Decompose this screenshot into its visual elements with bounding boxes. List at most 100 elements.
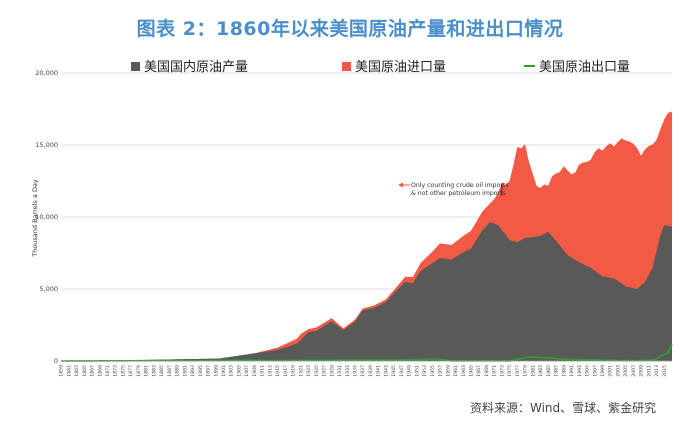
x-tick-label: 1921 [298,365,304,377]
x-tick-label: 1975 [507,365,513,377]
x-tick-label: 1875 [120,365,126,377]
x-tick-label: 1881 [144,365,150,377]
x-tick-label: 1915 [275,365,281,377]
x-tick-label: 1989 [561,365,567,377]
x-tick-label: 1971 [492,365,498,377]
x-tick-label: 1865 [82,365,88,377]
y-tick-label: 15,000 [35,141,58,149]
x-tick-label: 1923 [306,365,312,377]
x-tick-label: 1931 [337,365,343,377]
x-tick-label: 1959 [445,365,451,377]
x-tick-label: 1995 [585,365,591,377]
x-tick-label: 1947 [399,365,405,377]
y-tick-label: 10,000 [35,213,58,221]
x-tick-label: 2003 [615,365,621,377]
x-tick-label: 1877 [128,365,134,377]
x-tick-label: 1901 [221,365,227,377]
x-tick-label: 1939 [368,365,374,377]
x-tick-label: 1911 [260,365,266,377]
x-tick-label: 1919 [291,365,297,377]
annotation-line1: Only counting crude oil imports [411,182,509,189]
annotation-line2: & not other petroleum imports [411,190,506,197]
x-tick-label: 1907 [244,365,250,377]
x-tick-label: 1893 [190,365,196,377]
x-tick-label: 1867 [90,365,96,377]
x-tick-label: 1869 [97,365,103,377]
x-tick-label: 1885 [159,365,165,377]
x-tick-label: 1963 [461,365,467,377]
x-tick-label: 1927 [322,365,328,377]
x-tick-label: 1861 [66,365,72,377]
x-tick-label: 1879 [136,365,142,377]
x-tick-label: 1961 [453,365,459,377]
x-tick-label: 2009 [639,365,645,377]
x-tick-label: 1979 [523,365,529,377]
x-tick-label: 1983 [538,365,544,377]
x-tick-label: 1999 [600,365,606,377]
source-note: 资料来源：Wind、雪球、紫金研究 [470,400,656,415]
x-tick-label: 1957 [438,365,444,377]
x-tick-label: 2013 [654,365,660,377]
x-tick-label: 1969 [484,365,490,377]
x-tick-labels: 1859 1861 1863 1865 1867 1869 1871 1873 1875 1877… [59,365,668,377]
x-tick-label: 1973 [499,365,505,377]
x-tick-label: 1951 [414,365,420,377]
x-tick-label: 1993 [577,365,583,377]
x-tick-label: 1889 [175,365,181,377]
x-tick-label: 1941 [376,365,382,377]
y-tick-labels: 0 5,000 10,000 15,000 20,000 [35,69,58,365]
x-tick-label: 2015 [662,365,668,377]
x-tick-label: 1913 [267,365,273,377]
x-tick-label: 1897 [206,365,212,377]
y-tick-label: 20,000 [35,69,58,77]
annotation: Only counting crude oil imports & not ot… [398,182,509,197]
x-tick-label: 1991 [569,365,575,377]
x-tick-label: 1859 [59,365,65,377]
x-tick-label: 1891 [182,365,188,377]
x-tick-label: 2001 [608,365,614,377]
x-tick-label: 1903 [229,365,235,377]
x-tick-label: 1929 [329,365,335,377]
x-tick-label: 1883 [151,365,157,377]
x-tick-label: 1925 [314,365,320,377]
y-tick-label: 5,000 [39,285,58,293]
x-tick-label: 1997 [592,365,598,377]
legend-label-production: 美国国内原油产量 [144,59,248,75]
x-tick-label: 1863 [74,365,80,377]
y-tick-label: 0 [54,357,58,365]
legend-label-exports: 美国原油出口量 [539,60,630,75]
x-tick-label: 1965 [469,365,475,377]
x-tick-label: 1917 [283,365,289,377]
legend: 美国国内原油产量 美国原油进口量 美国原油出口量 [131,59,630,75]
legend-swatch-imports [342,62,351,71]
x-tick-label: 1955 [430,365,436,377]
x-tick-label: 1967 [476,365,482,377]
x-tick-label: 1949 [407,365,413,377]
annotation-arrow-head [398,182,403,188]
x-tick-label: 1945 [391,365,397,377]
x-tick-label: 1899 [213,365,219,377]
series-area-production [61,222,672,361]
x-tick-label: 1933 [345,365,351,377]
legend-label-imports: 美国原油进口量 [355,60,446,75]
series-areas [61,111,673,362]
x-tick-label: 1887 [167,365,173,377]
x-tick-label: 1905 [236,365,242,377]
x-tick-label: 2005 [623,365,629,377]
legend-swatch-production [131,62,140,71]
x-tick-label: 1935 [353,365,359,377]
x-tick-label: 1871 [105,365,111,377]
x-tick-label: 1909 [252,365,258,377]
x-tick-label: 1895 [198,365,204,377]
y-axis-label: Thousand Barrels a Day [31,179,39,258]
x-tick-label: 1953 [422,365,428,377]
x-tick-label: 1981 [530,365,536,377]
x-tick-label: 1987 [554,365,560,377]
chart-title: 图表 2：1860年以来美国原油产量和进出口情况 [136,18,564,40]
x-tick-label: 1873 [113,365,119,377]
x-tick-label: 1937 [360,365,366,377]
x-tick-label: 1985 [546,365,552,377]
x-tick-label: 1943 [383,365,389,377]
x-tick-label: 2007 [631,365,637,377]
